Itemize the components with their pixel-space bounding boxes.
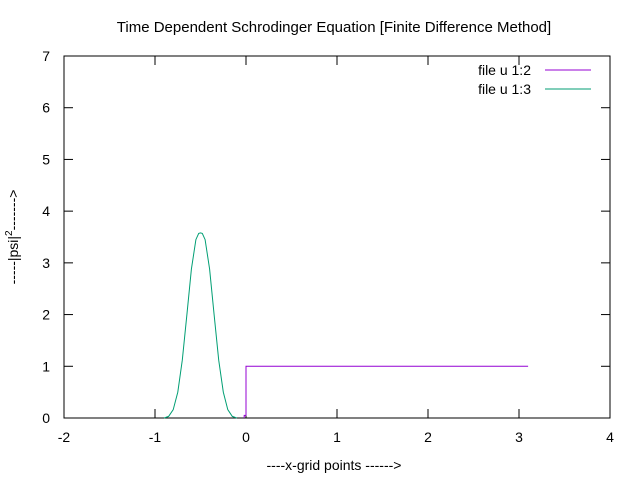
plot-frame (63, 55, 611, 419)
x-tick-label: -1 (149, 429, 162, 445)
x-axis-label: ----x-grid points ------> (267, 457, 402, 473)
x-tick-label: 1 (333, 429, 341, 445)
x-tick-label: 2 (424, 429, 432, 445)
series-line-2 (163, 232, 238, 419)
y-axis-label-superscript: 2 (4, 230, 15, 236)
y-axis-label-prefix: -----|psi| (5, 236, 21, 284)
y-axis-label: -----|psi|2-------> (4, 190, 21, 285)
y-tick-label: 7 (42, 48, 50, 64)
legend-label-1: file u 1:2 (478, 62, 531, 78)
series-lines (163, 232, 529, 419)
y-tick-label: 0 (42, 410, 50, 426)
axis-ticks: -2 -1 0 1 2 3 4 0 1 2 3 4 5 6 7 (42, 48, 614, 445)
x-tick-label: 3 (515, 429, 523, 445)
x-tick-label: 4 (606, 429, 614, 445)
chart-title: Time Dependent Schrodinger Equation [Fin… (117, 19, 551, 36)
y-tick-label: 4 (42, 203, 50, 219)
y-tick-label: 6 (42, 100, 50, 116)
y-tick-label: 1 (42, 358, 50, 374)
legend: file u 1:2 file u 1:3 (478, 62, 591, 97)
y-axis-label-suffix: -------> (5, 190, 21, 231)
y-tick-label: 2 (42, 307, 50, 323)
y-tick-label: 5 (42, 151, 50, 167)
x-tick-label: -2 (58, 429, 71, 445)
y-tick-label: 3 (42, 255, 50, 271)
x-tick-label: 0 (242, 429, 250, 445)
series-line-1 (243, 365, 529, 418)
legend-label-2: file u 1:3 (478, 81, 531, 97)
